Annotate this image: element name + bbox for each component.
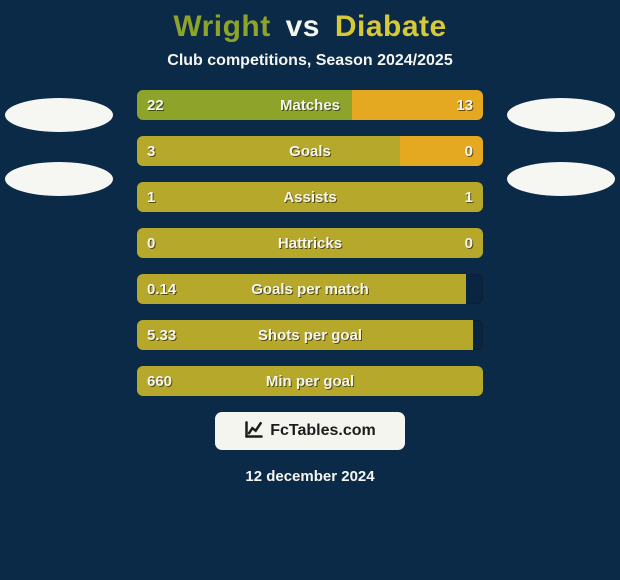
- stat-label: Shots per goal: [137, 320, 483, 350]
- left-badge-column: [4, 90, 114, 196]
- stat-label: Goals: [137, 136, 483, 166]
- stage: 2213Matches 30Goals 11Assists 00Hattricks 0.…: [0, 90, 620, 396]
- chart-icon: [244, 419, 264, 444]
- stat-label: Hattricks: [137, 228, 483, 258]
- title-player1: Wright: [173, 10, 270, 43]
- team-badge-right-2: [507, 162, 615, 196]
- date-line: 12 december 2024: [0, 468, 620, 485]
- stat-label: Assists: [137, 182, 483, 212]
- stat-row: 0.14Goals per match: [137, 274, 483, 304]
- team-badge-right-1: [507, 98, 615, 132]
- title-player2: Diabate: [335, 10, 447, 43]
- stat-label: Goals per match: [137, 274, 483, 304]
- stat-row: 5.33Shots per goal: [137, 320, 483, 350]
- stat-bars: 2213Matches 30Goals 11Assists 00Hattricks 0.…: [137, 90, 483, 396]
- stat-label: Min per goal: [137, 366, 483, 396]
- stat-row: 660Min per goal: [137, 366, 483, 396]
- footer-badge: FcTables.com: [215, 412, 405, 450]
- footer-label: FcTables.com: [270, 422, 376, 440]
- stat-row: 30Goals: [137, 136, 483, 166]
- team-badge-left-1: [5, 98, 113, 132]
- stat-row: 11Assists: [137, 182, 483, 212]
- stat-row: 2213Matches: [137, 90, 483, 120]
- title-vs: vs: [286, 10, 320, 43]
- team-badge-left-2: [5, 162, 113, 196]
- title-wrap: Wright vs Diabate: [0, 10, 620, 44]
- stat-label: Matches: [137, 90, 483, 120]
- infographic-container: Wright vs Diabate Club competitions, Sea…: [0, 0, 620, 580]
- stat-row: 00Hattricks: [137, 228, 483, 258]
- right-badge-column: [506, 90, 616, 196]
- page-title: Wright vs Diabate: [173, 10, 446, 44]
- subtitle: Club competitions, Season 2024/2025: [0, 52, 620, 70]
